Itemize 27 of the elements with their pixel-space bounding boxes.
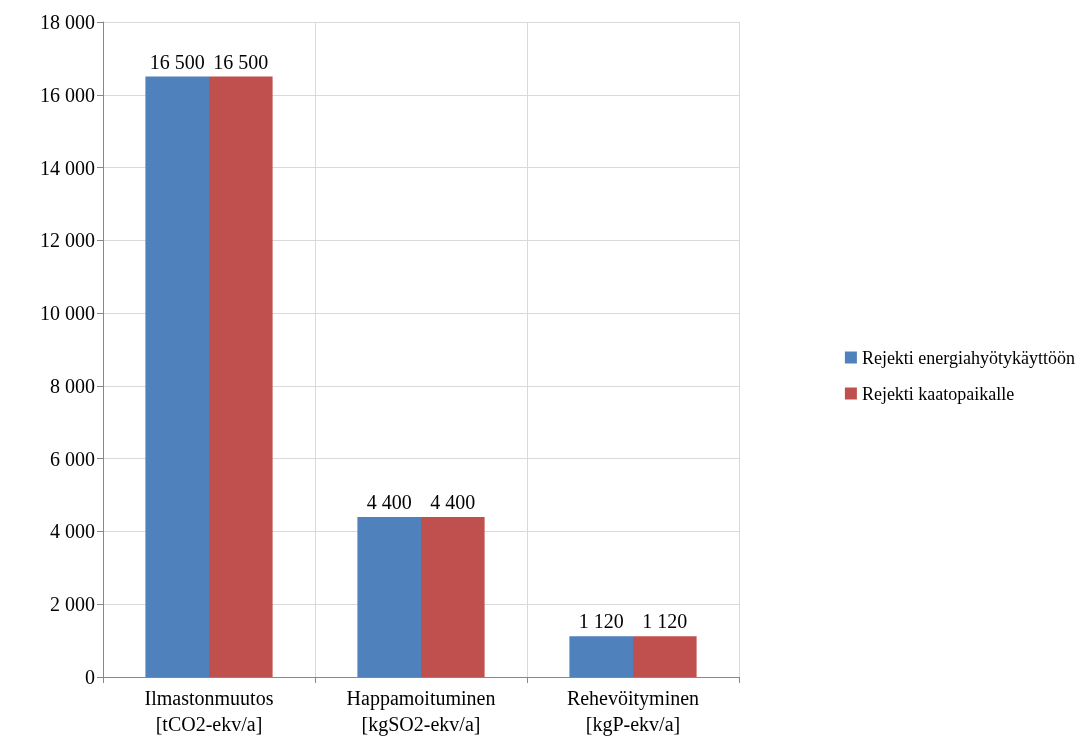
y-tick-label: 8 000	[50, 374, 95, 397]
y-tick-label: 4 000	[50, 520, 95, 543]
y-tick-label: 10 000	[40, 302, 95, 325]
y-tick-label: 2 000	[50, 593, 95, 616]
data-label: 4 400	[430, 490, 476, 513]
legend-label: Rejekti kaatopaikalle	[861, 383, 1015, 404]
y-tick-label: 18 000	[40, 11, 95, 33]
bar	[357, 516, 421, 677]
y-tick-label: 16 000	[40, 83, 95, 106]
bar	[145, 76, 209, 677]
y-tick-label: 12 000	[40, 229, 95, 252]
x-tick-label: Happamoituminen [kgSO2-ekv/a]	[346, 687, 496, 736]
data-label: 16 500	[149, 50, 205, 73]
y-tick-label: 6 000	[50, 447, 95, 470]
data-label: 16 500	[213, 50, 269, 73]
data-label: 4 400	[366, 490, 412, 513]
x-tick-label: Ilmastonmuutos [tCO2-ekv/a]	[144, 687, 274, 735]
data-label: 1 120	[578, 610, 624, 633]
bar	[633, 636, 697, 677]
bar	[209, 76, 273, 677]
legend-label: Rejekti energiahyötykäyttöön	[861, 347, 1076, 368]
y-tick-label: 14 000	[40, 156, 95, 179]
y-tick-label: 0	[85, 666, 95, 688]
x-tick-label: Rehevöityminen [kgP-ekv/a]	[566, 687, 700, 736]
data-label: 1 120	[642, 610, 688, 633]
bar	[421, 516, 485, 677]
bar	[569, 636, 633, 677]
